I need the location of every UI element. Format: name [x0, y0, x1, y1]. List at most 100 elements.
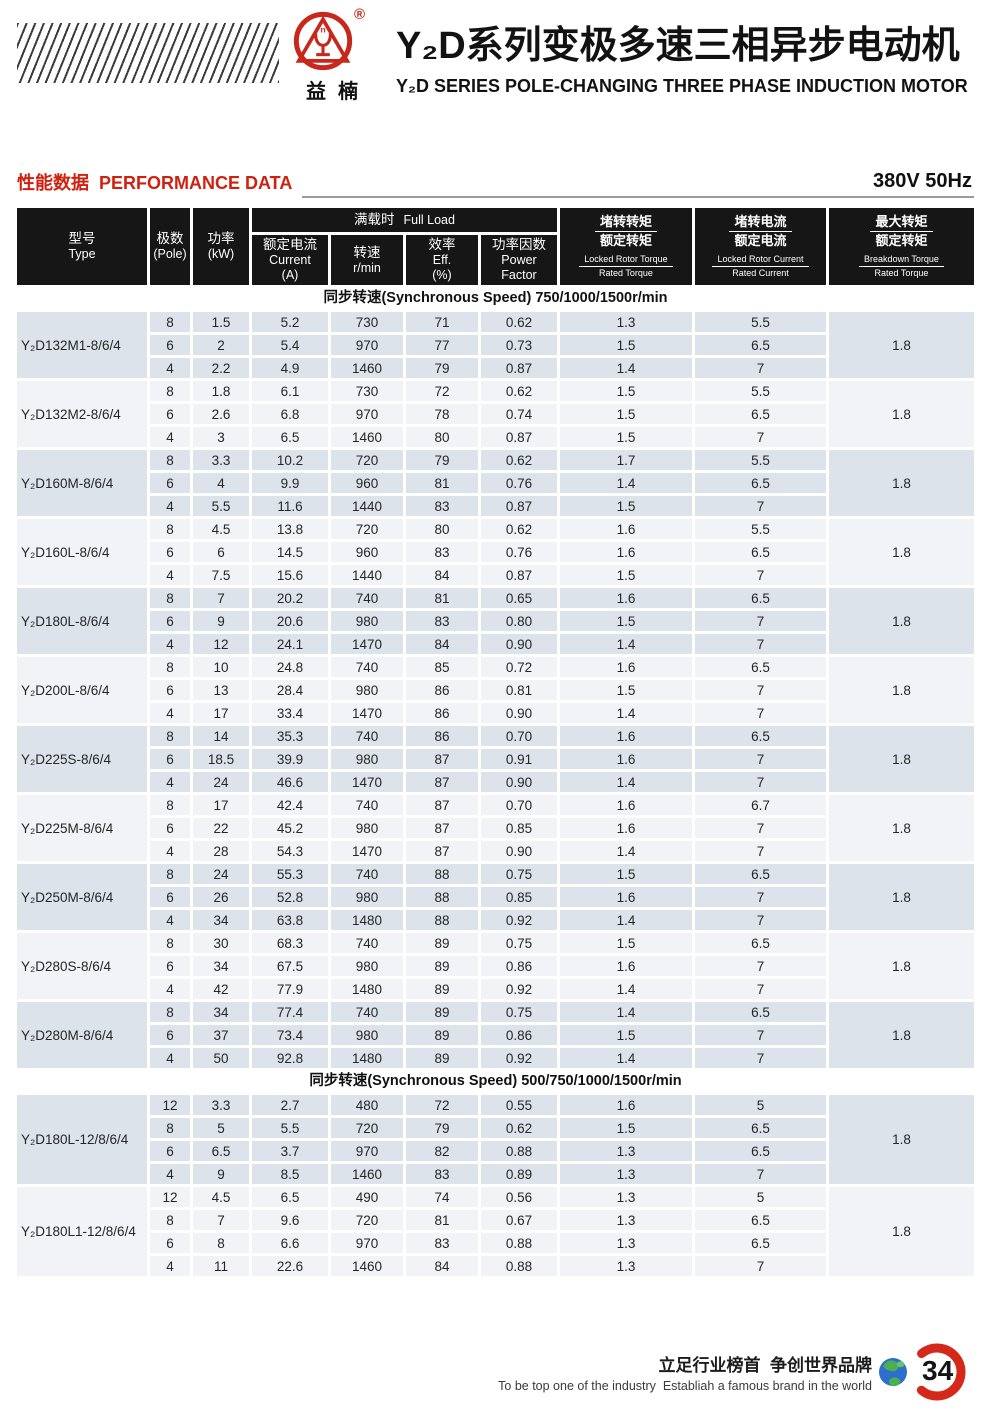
col-header-pole-zh: 极数 [156, 231, 184, 247]
bt-en-denominator: Rated Torque [874, 267, 929, 278]
efficiency-cell: 85 [406, 657, 478, 677]
power-cell: 26 [193, 887, 249, 907]
power-factor-cell: 0.62 [481, 381, 557, 401]
power-factor-cell: 0.86 [481, 1025, 557, 1045]
locked-rotor-current-cell: 6.5 [695, 657, 826, 677]
current-cell: 6.5 [252, 1187, 328, 1207]
locked-rotor-torque-cell: 1.5 [560, 1025, 692, 1045]
pole-cell: 8 [150, 381, 190, 401]
pole-cell: 8 [150, 726, 190, 746]
type-cell: Y₂D132M1-8/6/4 [17, 312, 147, 378]
efficiency-cell: 81 [406, 473, 478, 493]
performance-heading-zh: 性能数据 [17, 173, 89, 193]
motor-group: Y₂D225S-8/6/4 8 14 35.3 740 86 0.70 1.6 6.5 6 18.5… [17, 726, 974, 792]
power-factor-cell: 0.70 [481, 795, 557, 815]
pole-cell: 8 [150, 519, 190, 539]
motor-group: Y₂D200L-8/6/4 8 10 24.8 740 85 0.72 1.6 6.5 6 13 28… [17, 657, 974, 723]
current-cell: 5.2 [252, 312, 328, 332]
locked-rotor-torque-cell: 1.5 [560, 381, 692, 401]
power-cell: 9 [193, 1164, 249, 1184]
max-torque-cell: 1.8 [829, 657, 974, 723]
power-cell: 37 [193, 1025, 249, 1045]
speed-cell: 730 [331, 312, 403, 332]
locked-rotor-current-cell: 7 [695, 979, 826, 999]
locked-rotor-torque-cell: 1.5 [560, 565, 692, 585]
efficiency-cell: 71 [406, 312, 478, 332]
locked-rotor-current-cell: 6.7 [695, 795, 826, 815]
power-factor-cell: 0.87 [481, 427, 557, 447]
pole-cell: 8 [150, 312, 190, 332]
pole-cell: 6 [150, 473, 190, 493]
motor-group: Y₂D250M-8/6/4 8 24 55.3 740 88 0.75 1.5 6.5 6 26 52… [17, 864, 974, 930]
locked-rotor-torque-cell: 1.5 [560, 496, 692, 516]
speed-cell: 720 [331, 519, 403, 539]
group-rows: 8 1.8 6.1 730 72 0.62 1.5 5.5 6 2.6 6.8 970 78 0.74 1.… [150, 381, 826, 447]
lrt-zh-numerator: 堵转转矩 [594, 214, 657, 233]
page-title-en: Y₂D SERIES POLE-CHANGING THREE PHASE IND… [396, 76, 968, 96]
locked-rotor-current-cell: 7 [695, 496, 826, 516]
type-cell: Y₂D180L-8/6/4 [17, 588, 147, 654]
max-torque-cell: 1.8 [829, 312, 974, 378]
power-factor-cell: 0.87 [481, 496, 557, 516]
pole-cell: 8 [150, 657, 190, 677]
motor-group: Y₂D280S-8/6/4 8 30 68.3 740 89 0.75 1.5 6.5 6 34 67… [17, 933, 974, 999]
current-cell: 15.6 [252, 565, 328, 585]
efficiency-cell: 72 [406, 1095, 478, 1115]
locked-rotor-torque-cell: 1.6 [560, 542, 692, 562]
current-cell: 24.1 [252, 634, 328, 654]
max-torque-cell: 1.8 [829, 381, 974, 447]
locked-rotor-torque-cell: 1.3 [560, 312, 692, 332]
speed-cell: 960 [331, 473, 403, 493]
efficiency-cell: 89 [406, 1025, 478, 1045]
speed-cell: 1480 [331, 910, 403, 930]
locked-rotor-current-cell: 7 [695, 772, 826, 792]
locked-rotor-current-cell: 5.5 [695, 312, 826, 332]
col-header-current: 额定电流 Current (A) [252, 235, 328, 285]
pole-cell: 8 [150, 588, 190, 608]
efficiency-cell: 83 [406, 1164, 478, 1184]
type-cell: Y₂D225S-8/6/4 [17, 726, 147, 792]
power-factor-cell: 0.86 [481, 956, 557, 976]
motor-group: Y₂D132M1-8/6/4 8 1.5 5.2 730 71 0.62 1.3 5.5 6 2 5.… [17, 312, 974, 378]
power-cell: 12 [193, 634, 249, 654]
pole-cell: 6 [150, 335, 190, 355]
speed-cell: 980 [331, 611, 403, 631]
current-cell: 33.4 [252, 703, 328, 723]
power-cell: 18.5 [193, 749, 249, 769]
locked-rotor-torque-cell: 1.6 [560, 657, 692, 677]
locked-rotor-current-cell: 6.5 [695, 1233, 826, 1253]
pole-cell: 4 [150, 979, 190, 999]
power-cell: 4 [193, 473, 249, 493]
pole-cell: 4 [150, 703, 190, 723]
locked-rotor-current-cell: 6.5 [695, 1118, 826, 1138]
power-cell: 2.2 [193, 358, 249, 378]
col-header-power: 功率 (kW) [193, 208, 249, 285]
speed-cell: 1460 [331, 1164, 403, 1184]
efficiency-cell: 83 [406, 542, 478, 562]
locked-rotor-torque-cell: 1.6 [560, 1095, 692, 1115]
pole-cell: 6 [150, 956, 190, 976]
pole-cell: 8 [150, 795, 190, 815]
speed-cell: 490 [331, 1187, 403, 1207]
bt-zh-denominator: 额定转矩 [875, 233, 928, 249]
power-cell: 7 [193, 1210, 249, 1230]
power-cell: 17 [193, 795, 249, 815]
power-cell: 1.5 [193, 312, 249, 332]
group-rows: 8 7 20.2 740 81 0.65 1.6 6.5 6 9 20.6 980 83 0.80 1.5 7… [150, 588, 826, 654]
locked-rotor-current-cell: 7 [695, 1025, 826, 1045]
page-title-block: Y₂D系列变极多速三相异步电动机 Y₂D SERIES POLE-CHANGIN… [396, 14, 982, 97]
col-header-full-load: 满载时 Full Load [252, 208, 557, 232]
efficiency-cell: 81 [406, 1210, 478, 1230]
locked-rotor-current-cell: 5.5 [695, 381, 826, 401]
current-cell: 6.6 [252, 1233, 328, 1253]
power-factor-cell: 0.55 [481, 1095, 557, 1115]
col-header-power-zh: 功率 [207, 231, 235, 247]
type-cell: Y₂D160L-8/6/4 [17, 519, 147, 585]
power-cell: 30 [193, 933, 249, 953]
current-cell: 5.4 [252, 335, 328, 355]
speed-cell: 1460 [331, 1256, 403, 1276]
locked-rotor-torque-cell: 1.5 [560, 933, 692, 953]
locked-rotor-torque-cell: 1.4 [560, 473, 692, 493]
col-header-efficiency-zh: 效率 [428, 237, 456, 253]
power-cell: 34 [193, 1002, 249, 1022]
